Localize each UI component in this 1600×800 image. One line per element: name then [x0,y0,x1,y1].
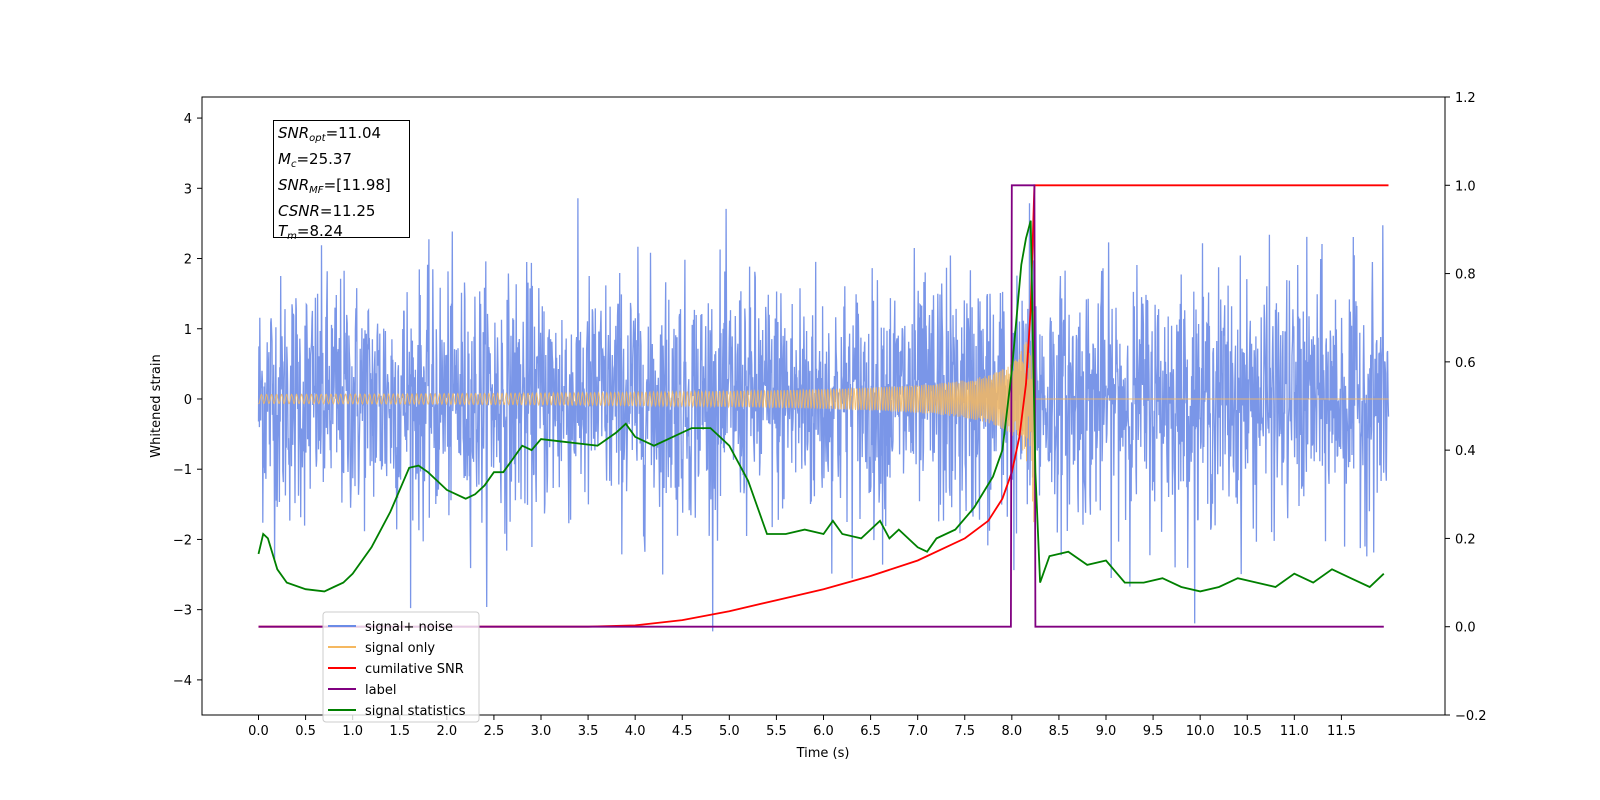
x-tick-label: 7.0 [907,724,928,739]
x-tick-label: 4.5 [672,724,693,739]
series-signal-noise [257,198,1390,632]
series-cumulative-snr [258,184,1389,628]
stat-csnr: CSNR=11.25 [278,202,376,220]
y2-tick-label: 1.0 [1455,179,1476,194]
y-axis-left: 4 3 2 1 0 −1 −2 −3 −4 [173,112,202,689]
y-axis-right: 1.2 1.0 0.8 0.6 0.4 0.2 0.0 −0.2 [1445,91,1487,724]
stat-mc: Mc=25.37 [278,150,352,170]
x-tick-label: 11.0 [1280,724,1309,739]
legend-label: cumilative SNR [365,662,464,677]
x-tick-label: 8.5 [1049,724,1070,739]
signal-only-layer [258,271,1389,523]
x-axis-label: Time (s) [796,746,850,761]
annotation-box: SNRopt=11.04 Mc=25.37 SNRMF=[11.98] CSNR… [273,120,410,242]
y2-tick-label: 0.8 [1455,268,1476,283]
x-tick-label: 8.0 [1001,724,1022,739]
y2-tick-label: 1.2 [1455,91,1476,106]
x-tick-label: 2.0 [436,724,457,739]
legend-label: signal+ noise [365,620,453,635]
y-tick-label: 0 [184,393,192,408]
x-tick-label: 11.5 [1327,724,1356,739]
series-label [258,184,1384,628]
y2-tick-label: 0.0 [1455,621,1476,636]
legend-label: label [365,683,396,698]
x-tick-label: 3.0 [531,724,552,739]
signal-noise-layer [257,198,1390,632]
stat-snr-opt: SNRopt=11.04 [278,124,382,144]
x-tick-label: 9.5 [1143,724,1164,739]
y-tick-label: 2 [184,253,192,268]
x-tick-label: 1.0 [342,724,363,739]
x-tick-label: 0.5 [295,724,316,739]
x-tick-label: 3.5 [578,724,599,739]
y-tick-label: 1 [184,323,192,338]
x-tick-label: 7.5 [954,724,975,739]
y2-tick-label: −0.2 [1455,709,1487,724]
x-tick-label: 0.0 [248,724,269,739]
x-tick-label: 9.0 [1096,724,1117,739]
y-tick-label: 4 [184,112,192,127]
y-tick-label: −4 [173,674,192,689]
x-tick-label: 10.0 [1186,724,1215,739]
stat-tm: Tm=8.24 [278,222,343,242]
y-tick-label: 3 [184,182,192,197]
right-axis-lines-layer [257,184,1389,628]
series-signal-statistics [257,220,1385,593]
legend-label: signal only [365,641,435,656]
series-signal-only [258,271,1389,523]
y2-tick-label: 0.6 [1455,356,1476,371]
y2-tick-label: 0.2 [1455,532,1476,547]
x-tick-label: 1.5 [389,724,410,739]
x-tick-label: 10.5 [1233,724,1262,739]
x-tick-label: 2.5 [484,724,505,739]
x-tick-label: 4.0 [625,724,646,739]
x-tick-label: 5.0 [719,724,740,739]
x-tick-label: 6.0 [813,724,834,739]
y-tick-label: −1 [173,463,192,478]
y2-tick-label: 0.4 [1455,444,1476,459]
x-tick-label: 6.5 [860,724,881,739]
y-tick-label: −3 [173,604,192,619]
y-tick-label: −2 [173,533,192,548]
legend-label: signal statistics [365,704,466,719]
legend: signal+ noise signal only cumilative SNR la… [322,611,480,723]
x-tick-label: 5.5 [766,724,787,739]
legend-frame [322,611,480,723]
x-axis: 0.0 0.5 1.0 1.5 2.0 2.5 3.0 3.5 4.0 4.5 5.0 5.5 6.0 6… [248,715,1356,739]
y-axis-label: Whitened strain [149,354,164,457]
stat-snr-mf: SNRMF=[11.98] [278,176,391,196]
